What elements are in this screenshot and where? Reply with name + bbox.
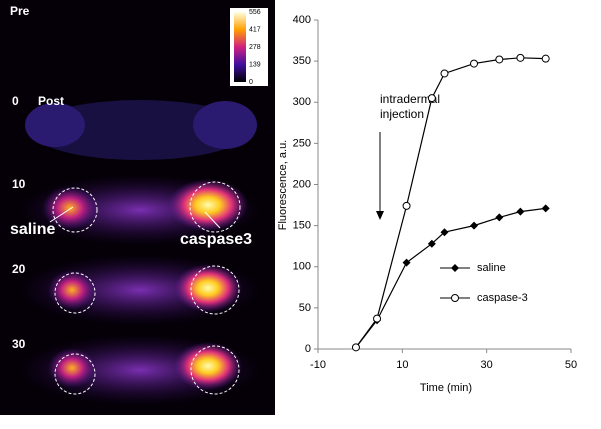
circle [54,272,96,314]
point [516,53,525,62]
body [193,101,257,149]
y-tick-label: 350 [293,55,311,67]
x-tick-label: 50 [565,359,577,371]
colorbar-tick-label: 556 [249,9,261,16]
colorbar-tick-label: 139 [249,61,261,68]
point [402,258,411,267]
x-axis-title: Time (min) [420,382,472,394]
circle [189,181,241,233]
point [427,94,436,103]
arrow-head [376,211,384,220]
point [516,207,525,216]
point [470,221,479,230]
row-label: 0 [12,94,19,108]
y-tick-label: 150 [293,220,311,232]
series-line [355,207,546,348]
legend-marker [451,264,459,272]
legend-marker [451,294,459,302]
point [541,204,550,213]
y-tick-label: 50 [299,302,311,314]
colorbar [234,12,246,82]
y-tick-label: 100 [293,261,311,273]
colorbar-tick-label: 417 [249,26,261,33]
row-label: Pre [10,4,30,18]
pointer [204,211,221,229]
circle [190,265,240,315]
circle [52,187,98,233]
body [30,100,250,160]
row-20 [20,255,260,325]
point [402,201,411,210]
y-tick-label: 400 [293,14,311,26]
y-tick-label: 0 [305,343,311,355]
point [351,343,360,352]
blob [174,342,242,390]
row-label: Post [38,94,64,108]
row-label: 10 [12,177,26,191]
y-tick-label: 250 [293,137,311,149]
row-label: 30 [12,337,26,351]
point [440,228,449,237]
point [440,69,449,78]
blob [42,186,98,230]
row-10 [20,175,260,245]
point [541,54,550,63]
caspase-label: caspase3 [180,231,252,248]
legend-label: saline [477,262,506,274]
row-30 [20,335,260,405]
blob [48,348,96,388]
saline-label: saline [10,221,55,238]
legend-label: caspase-3 [477,292,528,304]
point [495,213,504,222]
x-tick-label: -10 [310,359,326,371]
circle [190,345,240,395]
x-tick-label: 30 [481,359,493,371]
chart: intradermal injection Time (min) Fluores… [277,14,577,394]
annotation: intradermal [380,92,440,106]
pointer [49,206,74,223]
blob [174,264,242,312]
y-tick-label: 300 [293,96,311,108]
point [373,314,382,323]
x-tick-label: 10 [396,359,408,371]
point [495,55,504,64]
blob [168,179,248,231]
point [427,239,436,248]
row-label: 20 [12,262,26,276]
y-tick-label: 200 [293,178,311,190]
image-panel: Pre 0 Post 10 20 30 saline caspase3 [0,0,275,415]
annotation: injection [380,107,424,121]
point [470,59,479,68]
y-axis-title: Fluorescence, a.u. [277,140,289,231]
circle [54,353,96,395]
colorbar-tick-label: 0 [249,79,253,86]
colorbar-tick-label: 278 [249,44,261,51]
body [25,103,85,147]
